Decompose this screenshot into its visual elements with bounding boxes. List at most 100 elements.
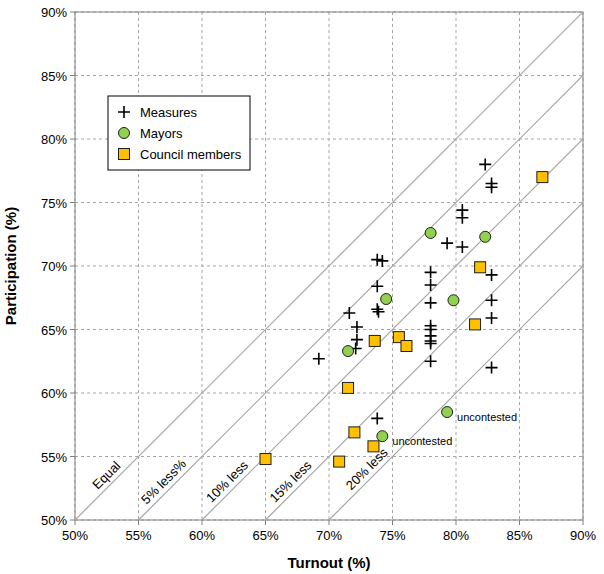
data-point <box>368 441 379 452</box>
x-tick-label: 90% <box>570 528 596 543</box>
data-point <box>470 319 481 330</box>
data-point <box>448 295 459 306</box>
legend-box <box>108 96 250 170</box>
data-point <box>425 337 437 349</box>
x-tick <box>75 520 76 525</box>
legend: MeasuresMayorsCouncil members <box>108 96 250 170</box>
data-point <box>313 353 325 365</box>
y-tick <box>70 329 75 330</box>
y-axis-title: Participation (%) <box>2 207 19 325</box>
series <box>313 158 498 424</box>
x-tick <box>519 520 520 525</box>
y-grid-line <box>75 202 583 203</box>
chart: 50%55%60%65%70%75%80%85%90%50%55%60%65%7… <box>0 0 604 574</box>
legend-label: Mayors <box>140 126 183 141</box>
reference-label: 20% less <box>343 445 391 493</box>
x-tick-label: 80% <box>443 528 469 543</box>
data-point <box>425 227 436 238</box>
y-tick <box>70 12 75 13</box>
x-axis-title: Turnout (%) <box>287 554 370 571</box>
data-point <box>486 312 498 324</box>
y-grid-line <box>75 75 583 76</box>
y-tick-label: 55% <box>41 450 67 465</box>
points <box>260 158 548 467</box>
data-point <box>349 427 360 438</box>
y-tick-label: 50% <box>41 513 67 528</box>
reference-line <box>75 76 583 521</box>
y-tick-label: 80% <box>41 132 67 147</box>
annotation: uncontested <box>457 411 517 423</box>
data-point <box>441 237 453 249</box>
y-tick <box>70 202 75 203</box>
x-tick <box>138 520 139 525</box>
annotation: uncontested <box>392 435 452 447</box>
data-point <box>371 280 383 292</box>
x-tick-label: 60% <box>189 528 215 543</box>
legend-marker <box>119 149 130 160</box>
x-tick <box>202 520 203 525</box>
data-point <box>351 321 363 333</box>
y-tick <box>70 393 75 394</box>
reference-label-group: 15% less <box>267 457 315 505</box>
x-tick-label: 75% <box>379 528 405 543</box>
x-tick <box>329 520 330 525</box>
reference-line <box>75 266 583 520</box>
reference-line <box>75 12 583 520</box>
data-point <box>373 306 385 318</box>
reference-label: 15% less <box>267 457 315 505</box>
reference-label-group: 5% less% <box>138 456 189 507</box>
x-tick-label: 65% <box>252 528 278 543</box>
reference-label: Equal <box>89 458 123 492</box>
data-point <box>425 266 437 278</box>
legend-marker <box>119 128 130 139</box>
x-tick <box>265 520 266 525</box>
data-point <box>425 355 437 367</box>
data-point <box>486 181 498 193</box>
y-tick <box>70 75 75 76</box>
data-point <box>376 255 388 267</box>
data-point <box>381 294 392 305</box>
data-point <box>343 307 355 319</box>
legend-marker <box>118 106 130 118</box>
series <box>260 172 548 467</box>
x-tick <box>392 520 393 525</box>
data-point <box>371 412 383 424</box>
x-tick-label: 85% <box>506 528 532 543</box>
legend-label: Measures <box>140 105 198 120</box>
data-point <box>480 231 491 242</box>
reference-label-group: 10% less <box>203 457 251 505</box>
data-point <box>334 456 345 467</box>
data-point <box>456 241 468 253</box>
reference-lines <box>75 12 583 520</box>
data-point <box>475 262 486 273</box>
y-tick <box>70 520 75 521</box>
data-point <box>377 431 388 442</box>
y-tick-label: 90% <box>41 5 67 20</box>
y-tick-label: 60% <box>41 386 67 401</box>
data-point <box>343 382 354 393</box>
x-grid-line <box>138 12 139 520</box>
y-tick <box>70 139 75 140</box>
data-point <box>369 335 380 346</box>
x-grid-line <box>265 12 266 520</box>
data-point <box>351 334 363 346</box>
x-tick-label: 70% <box>316 528 342 543</box>
plot-area <box>75 12 583 520</box>
y-tick-label: 65% <box>41 323 67 338</box>
y-tick-label: 75% <box>41 196 67 211</box>
data-point <box>456 212 468 224</box>
x-tick-label: 55% <box>125 528 151 543</box>
y-tick <box>70 456 75 457</box>
x-tick <box>583 520 584 525</box>
y-tick <box>70 266 75 267</box>
reference-label-group: Equal <box>89 458 123 492</box>
data-point <box>486 362 498 374</box>
data-point <box>425 297 437 309</box>
data-point <box>486 269 498 281</box>
data-point <box>425 279 437 291</box>
reference-label-group: 20% less <box>343 445 391 493</box>
data-point <box>442 407 453 418</box>
data-point <box>371 303 383 315</box>
plot-frame <box>75 12 583 520</box>
y-tick-label: 85% <box>41 69 67 84</box>
